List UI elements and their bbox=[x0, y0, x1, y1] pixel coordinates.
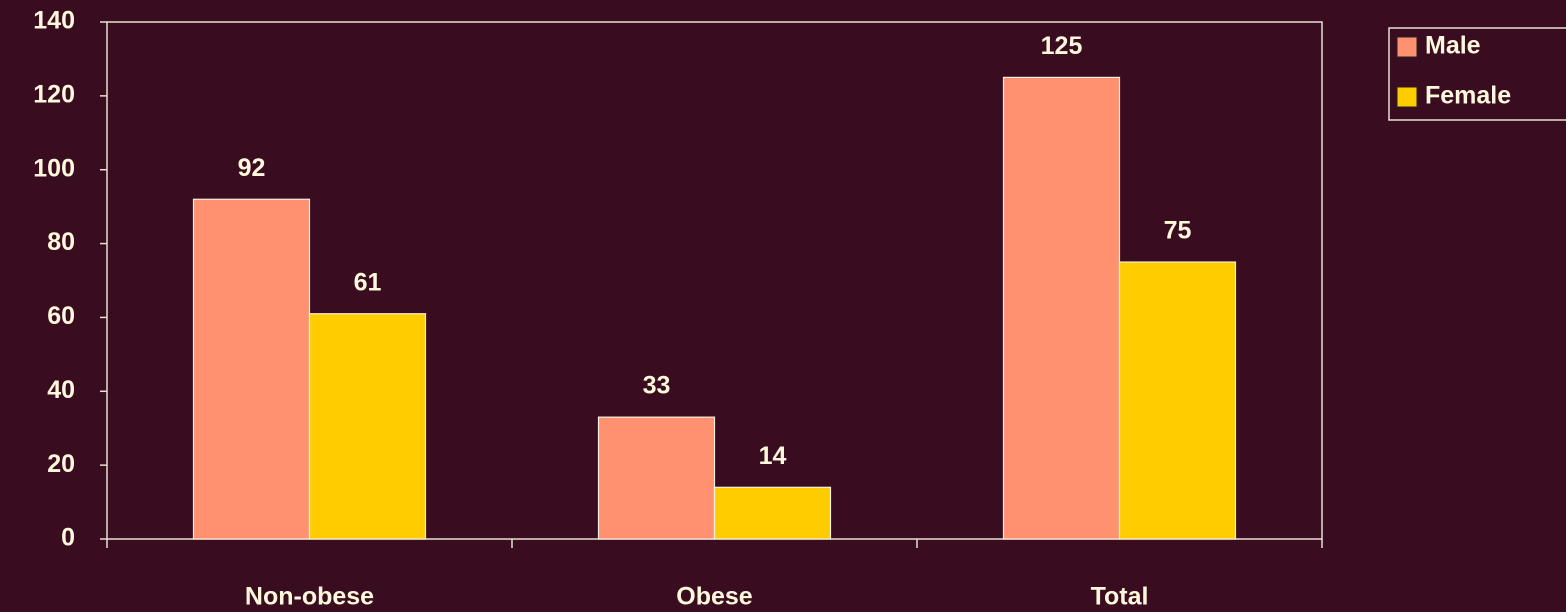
y-tick-label: 140 bbox=[33, 7, 75, 35]
y-tick-label: 60 bbox=[47, 302, 75, 330]
legend-label: Female bbox=[1425, 82, 1511, 110]
bar bbox=[713, 486, 832, 540]
y-tick-label: 100 bbox=[33, 154, 75, 182]
y-tick-label: 80 bbox=[47, 228, 75, 256]
data-label: 14 bbox=[759, 442, 787, 470]
y-tick-label: 120 bbox=[33, 80, 75, 108]
y-tick-label: 20 bbox=[47, 450, 75, 478]
bar bbox=[1002, 76, 1121, 540]
x-tick-label: Total bbox=[1091, 583, 1149, 611]
bar bbox=[597, 416, 716, 540]
data-label: 75 bbox=[1164, 217, 1192, 245]
x-tick-label: Obese bbox=[676, 583, 753, 611]
bar bbox=[308, 313, 427, 540]
data-label: 125 bbox=[1041, 32, 1083, 60]
legend-label: Male bbox=[1425, 32, 1481, 60]
bar bbox=[1118, 261, 1237, 540]
y-tick-label: 40 bbox=[47, 376, 75, 404]
data-label: 33 bbox=[643, 372, 671, 400]
x-tick-label: Non-obese bbox=[245, 583, 374, 611]
legend-swatch bbox=[1396, 86, 1418, 108]
y-tick-label: 0 bbox=[61, 524, 75, 552]
legend-box bbox=[1388, 27, 1566, 121]
data-label: 92 bbox=[238, 154, 266, 182]
legend-swatch bbox=[1396, 36, 1418, 58]
data-label: 61 bbox=[354, 268, 382, 296]
bar bbox=[192, 198, 311, 540]
